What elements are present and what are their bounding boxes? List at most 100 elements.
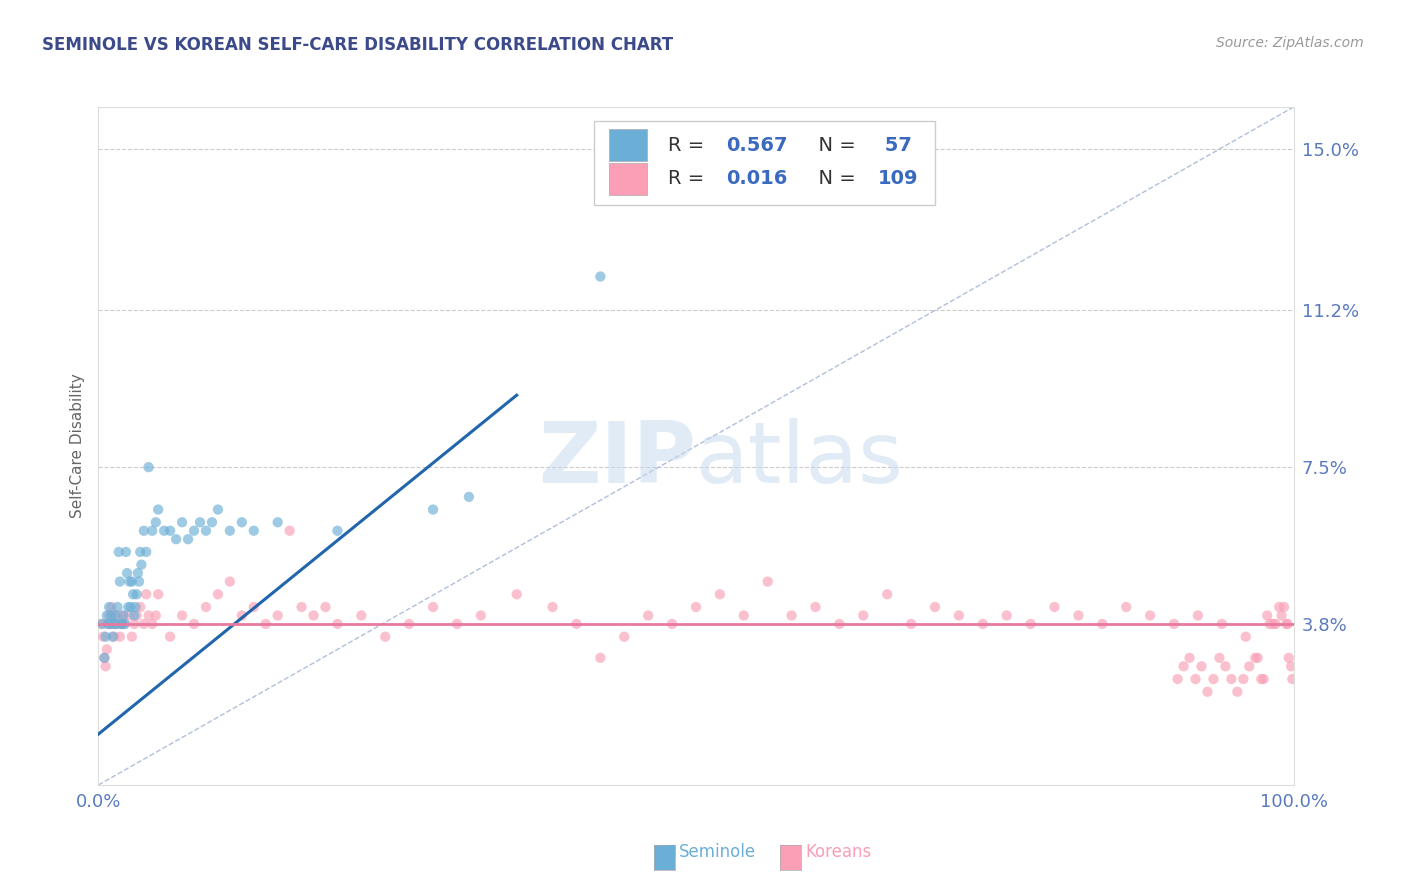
Point [100, 608, 122, 623]
Point [96, 642, 118, 657]
Point [219, 574, 242, 589]
Y-axis label: Self-Care Disability: Self-Care Disability [69, 374, 84, 518]
Point [1281, 672, 1303, 686]
Point [110, 617, 132, 632]
Point [1187, 608, 1209, 623]
Point [98, 599, 121, 614]
Point [1211, 617, 1233, 632]
Point [422, 502, 444, 516]
Point [97, 617, 120, 632]
Point [127, 566, 149, 581]
Point [107, 608, 129, 623]
Point [107, 545, 129, 559]
Point [780, 608, 803, 623]
Point [709, 587, 731, 601]
Text: 109: 109 [877, 169, 918, 188]
Point [1173, 659, 1195, 673]
Point [458, 490, 481, 504]
Point [374, 630, 396, 644]
Point [129, 599, 152, 614]
Text: ⬛: ⬛ [666, 845, 675, 859]
Text: ZIP: ZIP [538, 418, 696, 501]
Point [124, 599, 146, 614]
Point [1163, 617, 1185, 632]
Point [101, 630, 124, 644]
Point [267, 515, 290, 529]
Text: N =: N = [806, 136, 862, 154]
Point [101, 617, 124, 632]
Point [111, 608, 134, 623]
Point [115, 566, 138, 581]
Point [183, 617, 205, 632]
Point [1234, 630, 1257, 644]
Point [91, 630, 114, 644]
Point [756, 574, 779, 589]
Point [165, 532, 187, 546]
Point [207, 502, 229, 516]
Point [159, 524, 181, 538]
Text: R =: R = [668, 169, 711, 188]
Point [446, 617, 468, 632]
Point [145, 608, 167, 623]
Point [852, 608, 875, 623]
FancyBboxPatch shape [609, 162, 647, 195]
Point [350, 608, 373, 623]
Text: 57: 57 [877, 136, 911, 154]
Point [128, 574, 150, 589]
Point [98, 608, 121, 623]
Point [1263, 617, 1285, 632]
Point [326, 524, 349, 538]
Point [613, 630, 636, 644]
Point [117, 608, 139, 623]
Point [129, 545, 152, 559]
Point [1256, 608, 1278, 623]
Point [1197, 685, 1219, 699]
Point [1264, 617, 1286, 632]
Point [219, 524, 242, 538]
Point [132, 524, 155, 538]
Point [565, 617, 588, 632]
Point [685, 599, 707, 614]
Point [1019, 617, 1042, 632]
Point [1278, 651, 1301, 665]
Point [231, 608, 253, 623]
Point [125, 608, 148, 623]
Point [1043, 599, 1066, 614]
Point [104, 608, 127, 623]
Point [148, 502, 170, 516]
Point [1279, 659, 1302, 673]
Point [117, 599, 139, 614]
Point [254, 617, 277, 632]
Point [114, 617, 136, 632]
Point [195, 599, 218, 614]
Point [804, 599, 827, 614]
Point [1226, 685, 1249, 699]
FancyBboxPatch shape [609, 128, 647, 161]
Point [135, 545, 157, 559]
Point [93, 651, 115, 665]
Point [267, 608, 290, 623]
Point [315, 599, 337, 614]
Point [1275, 617, 1298, 632]
Point [398, 617, 420, 632]
Point [141, 617, 163, 632]
Point [828, 617, 851, 632]
Point [110, 617, 132, 632]
Point [1208, 651, 1230, 665]
Point [124, 617, 146, 632]
Point [122, 587, 145, 601]
Point [995, 608, 1018, 623]
Point [231, 515, 253, 529]
Point [131, 558, 153, 572]
Point [1184, 672, 1206, 686]
Point [105, 617, 128, 632]
Text: atlas: atlas [696, 418, 904, 501]
Point [1178, 651, 1201, 665]
Point [1067, 608, 1090, 623]
Point [108, 630, 131, 644]
Point [1271, 608, 1294, 623]
Point [115, 545, 138, 559]
Point [1202, 672, 1225, 686]
Point [1139, 608, 1161, 623]
Point [172, 608, 194, 623]
